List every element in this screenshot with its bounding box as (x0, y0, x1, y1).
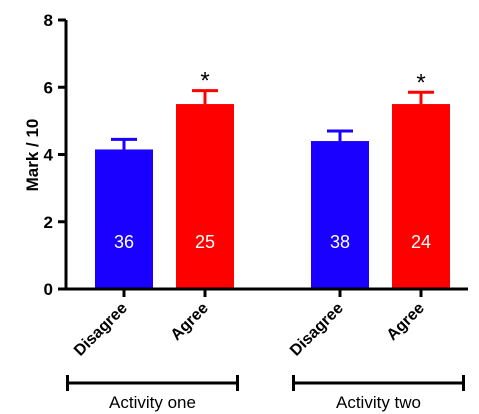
bar-disagree (95, 149, 153, 289)
significance-marker: * (416, 69, 425, 96)
y-tick-label: 0 (44, 280, 53, 299)
bar-count-label: 36 (114, 232, 134, 252)
bar-agree (392, 104, 450, 289)
y-tick-label: 8 (44, 11, 53, 30)
bars-layer: 36 25 * 38 24 * (95, 68, 450, 289)
x-category-label: Agree (168, 300, 212, 344)
significance-marker: * (200, 68, 209, 95)
group-label: Activity one (109, 393, 196, 412)
x-category-label: Disagree (287, 300, 347, 360)
y-tick-label: 4 (44, 146, 54, 165)
bar-disagree (311, 141, 369, 289)
group-brackets: Activity one Activity two (66, 375, 465, 412)
y-axis: 0 2 4 6 8 (44, 11, 68, 299)
bar-count-label: 24 (411, 232, 431, 252)
x-category-label: Disagree (71, 300, 131, 360)
y-tick-label: 6 (44, 78, 53, 97)
x-category-label: Agree (384, 300, 428, 344)
bar-count-label: 25 (195, 232, 215, 252)
group-label: Activity two (336, 393, 421, 412)
y-tick-label: 2 (44, 213, 53, 232)
bar-count-label: 38 (330, 232, 350, 252)
bar-agree (176, 104, 234, 289)
y-axis-label: Mark / 10 (23, 119, 42, 192)
x-axis: Disagree Agree Disagree Agree (64, 287, 468, 360)
